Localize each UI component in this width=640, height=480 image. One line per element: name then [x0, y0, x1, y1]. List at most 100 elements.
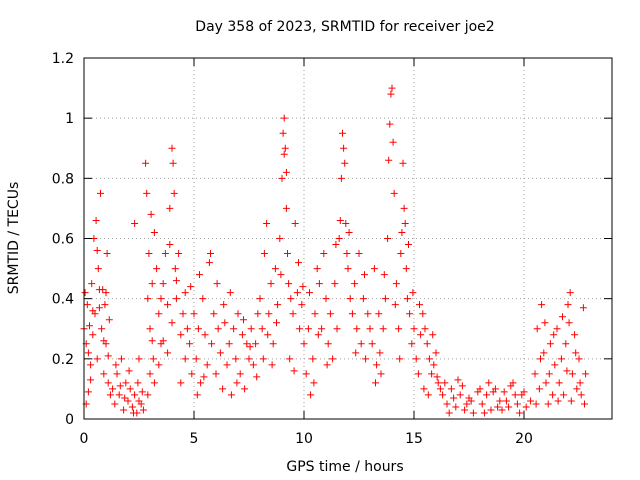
data-point [220, 301, 228, 309]
data-point [166, 204, 174, 212]
ticks-layer [83, 57, 612, 420]
data-point [409, 289, 417, 297]
data-point [233, 379, 241, 387]
data-point [83, 301, 91, 309]
data-point [150, 379, 158, 387]
data-point [342, 219, 350, 227]
data-point [252, 340, 260, 348]
x-axis-title: GPS time / hours [286, 459, 403, 475]
data-point [299, 283, 307, 291]
data-point [344, 265, 352, 273]
data-point [208, 340, 216, 348]
data-point [513, 400, 521, 408]
data-point [572, 349, 580, 357]
data-point [200, 373, 208, 381]
data-point [555, 379, 563, 387]
data-point [88, 280, 96, 288]
data-point [300, 340, 308, 348]
data-point [164, 349, 172, 357]
y-tick-label: 0.4 [52, 292, 74, 308]
data-point [478, 400, 486, 408]
data-point [392, 280, 400, 288]
data-point [461, 406, 469, 414]
data-point [183, 325, 191, 333]
data-point [428, 370, 436, 378]
data-point [289, 310, 297, 318]
data-point [353, 325, 361, 333]
data-point [540, 349, 548, 357]
data-point [311, 310, 319, 318]
data-point [117, 355, 125, 363]
data-point [531, 370, 539, 378]
data-point [445, 409, 453, 417]
data-point [332, 241, 340, 249]
data-point [223, 361, 231, 369]
data-point [194, 325, 202, 333]
data-point [169, 159, 177, 167]
data-point [238, 331, 246, 339]
data-point [193, 391, 201, 399]
data-point [95, 304, 103, 312]
data-point [375, 310, 383, 318]
data-point [306, 289, 313, 297]
data-point [323, 361, 331, 369]
data-point [401, 219, 409, 227]
data-point [144, 391, 152, 399]
data-point [144, 295, 152, 303]
data-point [339, 129, 346, 137]
x-tick-labels: 0 5 10 15 20 [80, 431, 533, 447]
x-tick-label: 0 [80, 431, 89, 447]
data-point [280, 150, 288, 158]
data-point [320, 250, 328, 258]
data-point [284, 250, 291, 258]
data-point [124, 397, 132, 405]
data-point [94, 265, 102, 273]
data-point [429, 331, 437, 339]
data-point [559, 313, 566, 321]
data-point [120, 406, 128, 414]
data-point [146, 370, 154, 378]
data-point [285, 280, 293, 288]
data-point [551, 361, 559, 369]
data-point [81, 289, 89, 297]
data-point [579, 304, 587, 312]
data-point [348, 310, 356, 318]
data-point [419, 310, 427, 318]
data-point [420, 385, 428, 393]
data-point [304, 325, 312, 333]
data-point [260, 250, 268, 258]
data-point [155, 310, 163, 318]
data-point [263, 219, 271, 227]
data-point [168, 319, 176, 327]
data-point [253, 373, 261, 381]
data-point [476, 385, 484, 393]
data-point [164, 301, 172, 309]
data-point [172, 295, 180, 303]
data-point [256, 295, 264, 303]
data-point [264, 331, 272, 339]
data-point [571, 331, 579, 339]
data-point [161, 250, 169, 258]
data-point [281, 144, 289, 152]
data-point [380, 271, 388, 279]
data-point [166, 241, 174, 249]
data-point [230, 325, 238, 333]
data-point [315, 280, 323, 288]
data-point [532, 400, 540, 408]
data-point [469, 409, 477, 417]
data-point [276, 235, 284, 242]
data-point [177, 379, 185, 387]
data-point [485, 379, 493, 387]
data-point [139, 406, 147, 414]
data-point [417, 331, 425, 339]
data-point [181, 289, 189, 297]
data-point [408, 340, 416, 348]
data-point [104, 379, 112, 387]
data-point [533, 325, 541, 333]
data-point [336, 216, 344, 224]
data-point [232, 355, 240, 363]
data-point [122, 379, 130, 387]
y-tick-label: 0 [65, 412, 74, 428]
data-point [412, 355, 420, 363]
data-point [402, 265, 410, 273]
